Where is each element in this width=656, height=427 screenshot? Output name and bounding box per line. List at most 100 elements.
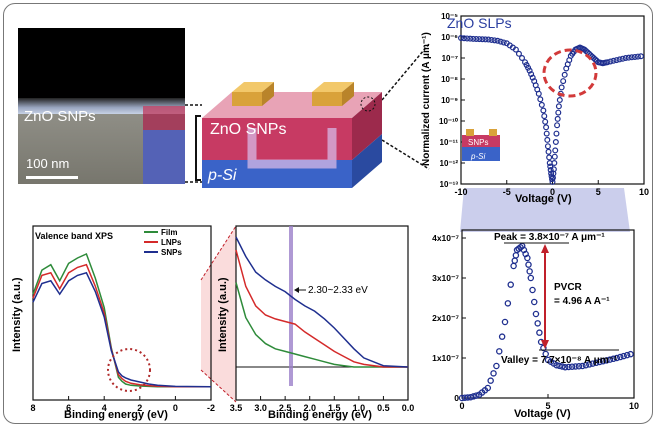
scale-bar [26, 176, 78, 179]
ivlin-point [493, 362, 500, 370]
xpsz-xtick-label: 0.0 [402, 403, 414, 413]
xpsz-plot-frame [235, 225, 409, 401]
ivlog-xlabel: Voltage (V) [515, 193, 572, 205]
ivlog-point [552, 147, 559, 154]
ivlin-point [527, 274, 535, 282]
xpsf-xtick-label: 6 [66, 403, 71, 413]
ivlog-point [482, 36, 489, 43]
ivlog-point [500, 39, 507, 46]
ivlin-ytick-label: 2x10⁻⁷ [432, 313, 459, 323]
ivlin-point [467, 393, 474, 401]
ivlin-point [561, 363, 569, 371]
ivlog-point [464, 35, 471, 42]
ivlog-point [546, 154, 553, 161]
ivlin-point [511, 257, 518, 264]
ivlin-point [610, 355, 617, 363]
peak-label: Peak = 3.8×10⁻⁷ A μm⁻¹ [494, 232, 605, 243]
ivlin-point [529, 286, 536, 294]
chart-iv-linear: 0 5 10 0 1x10⁻⁷ 2x10⁻⁷ 3x10⁻⁷ 4x10⁻⁷ Peak = 3.8… [432, 229, 639, 420]
ivlog-point [545, 148, 552, 155]
ivlog-xtick-label: 5 [596, 187, 601, 197]
ivlog-point [544, 136, 551, 143]
ivlog-ytick-label: 10⁻⁹ [441, 96, 458, 105]
ivlin-point [589, 360, 596, 367]
ivlog-point [494, 37, 501, 44]
ivlin-xlabel: Voltage (V) [514, 408, 571, 420]
xpsz-xtick-label: 3.5 [230, 403, 243, 413]
ivlog-point [515, 50, 522, 57]
ivlin-point [496, 348, 503, 355]
xpsf-series-snps [32, 271, 212, 388]
ivlin-point [620, 352, 627, 360]
xpsf-title: Valence band XPS [35, 231, 113, 241]
peak-valley-highlight [542, 48, 598, 98]
ivlog-point [528, 71, 535, 78]
scale-bar-label: 100 nm [26, 156, 70, 171]
xpsf-xtick-label: 4 [102, 403, 107, 413]
inset-layer-label: SNPs [468, 138, 488, 147]
ivlin-point [526, 268, 533, 275]
ivlin-point [484, 384, 492, 392]
ivlin-xtick-label: 0 [459, 401, 464, 411]
ivlog-point [552, 139, 559, 146]
ivlin-point [530, 298, 538, 306]
xpsz-xtick-label: 0.5 [377, 403, 390, 413]
ivlog-point [497, 38, 504, 45]
ivlin-ytick-label: 3x10⁻⁷ [432, 273, 459, 283]
xpsf-xtick-label: 2 [137, 403, 142, 413]
valley-label: Valley = 7.7×10⁻⁸ A μm⁻¹ [501, 355, 618, 366]
ivlog-point [542, 118, 549, 125]
ivlog-point [634, 53, 641, 60]
ivlin-xtick-label: 5 [545, 401, 550, 411]
ivlin-point [565, 363, 572, 371]
ivlin-point [510, 262, 517, 270]
ivlog-point [537, 96, 544, 103]
ivlin-point [586, 361, 593, 368]
ivlog-inset: SNPs p-Si [462, 129, 500, 161]
ivlin-point [556, 362, 563, 370]
ivlog-point [551, 153, 558, 160]
device-substrate-label: p-Si [207, 167, 237, 184]
ivlog-point [622, 54, 629, 61]
chart-xps-zoom: 3.5 3.0 2.5 2.0 1.5 1.0 0.5 0.0 2.30~2.33 eV Bi… [217, 225, 414, 421]
ivlog-xtick-label: 10 [639, 187, 649, 197]
ivlog-point [535, 90, 542, 97]
ivlin-point [501, 318, 509, 326]
ivlin-point [504, 300, 512, 307]
xpsz-xtick-label: 2.0 [303, 403, 316, 413]
ivlin-point [582, 361, 590, 369]
xpsf-xtick-label: -2 [207, 403, 215, 413]
legend-snps: SNPs [161, 248, 182, 257]
ivlin-ytick-label: 1x10⁻⁷ [432, 353, 459, 363]
ivlin-point [596, 358, 603, 366]
ivlog-point [529, 74, 536, 81]
pvcr-value: = 4.96 A A⁻¹ [554, 296, 610, 307]
ivlog-point [555, 103, 562, 110]
ivlog-point [625, 54, 632, 61]
ivlog-point [491, 37, 498, 44]
chart-iv-log: -10 -5 0 5 10 10⁻¹³ 10⁻¹² 10⁻¹¹ 10⁻¹⁰ 10⁻⁹ 10⁻⁸ 10⁻… [421, 12, 649, 205]
xpsz-series-lnps [235, 249, 408, 368]
ivlog-ytick-label: 10⁻¹³ [440, 180, 459, 189]
ivlog-point [526, 67, 533, 74]
ivlog-point [631, 53, 638, 60]
ivlog-point [550, 166, 557, 173]
ivlog-point [488, 36, 495, 43]
connector-lines [185, 43, 630, 403]
xpsf-plot-frame [32, 225, 212, 401]
xpsz-series-snps [235, 236, 409, 368]
ivlin-point [532, 310, 540, 318]
ivlin-point [572, 363, 579, 370]
ivlog-point [461, 35, 468, 42]
band-highlight [289, 226, 293, 386]
ivlog-point [616, 56, 623, 63]
ivlog-ytick-label: 10⁻⁶ [441, 33, 458, 42]
ivlin-ytick-label: 4x10⁻⁷ [432, 233, 459, 243]
ivlin-point [575, 362, 583, 370]
ivlin-point [536, 329, 543, 336]
ivlog-point [554, 115, 561, 122]
ivlin-point [512, 252, 520, 259]
ivlog-point [551, 160, 558, 167]
xpsz-ylabel: Intensity (a.u.) [217, 277, 229, 352]
ivlog-point [613, 57, 620, 64]
